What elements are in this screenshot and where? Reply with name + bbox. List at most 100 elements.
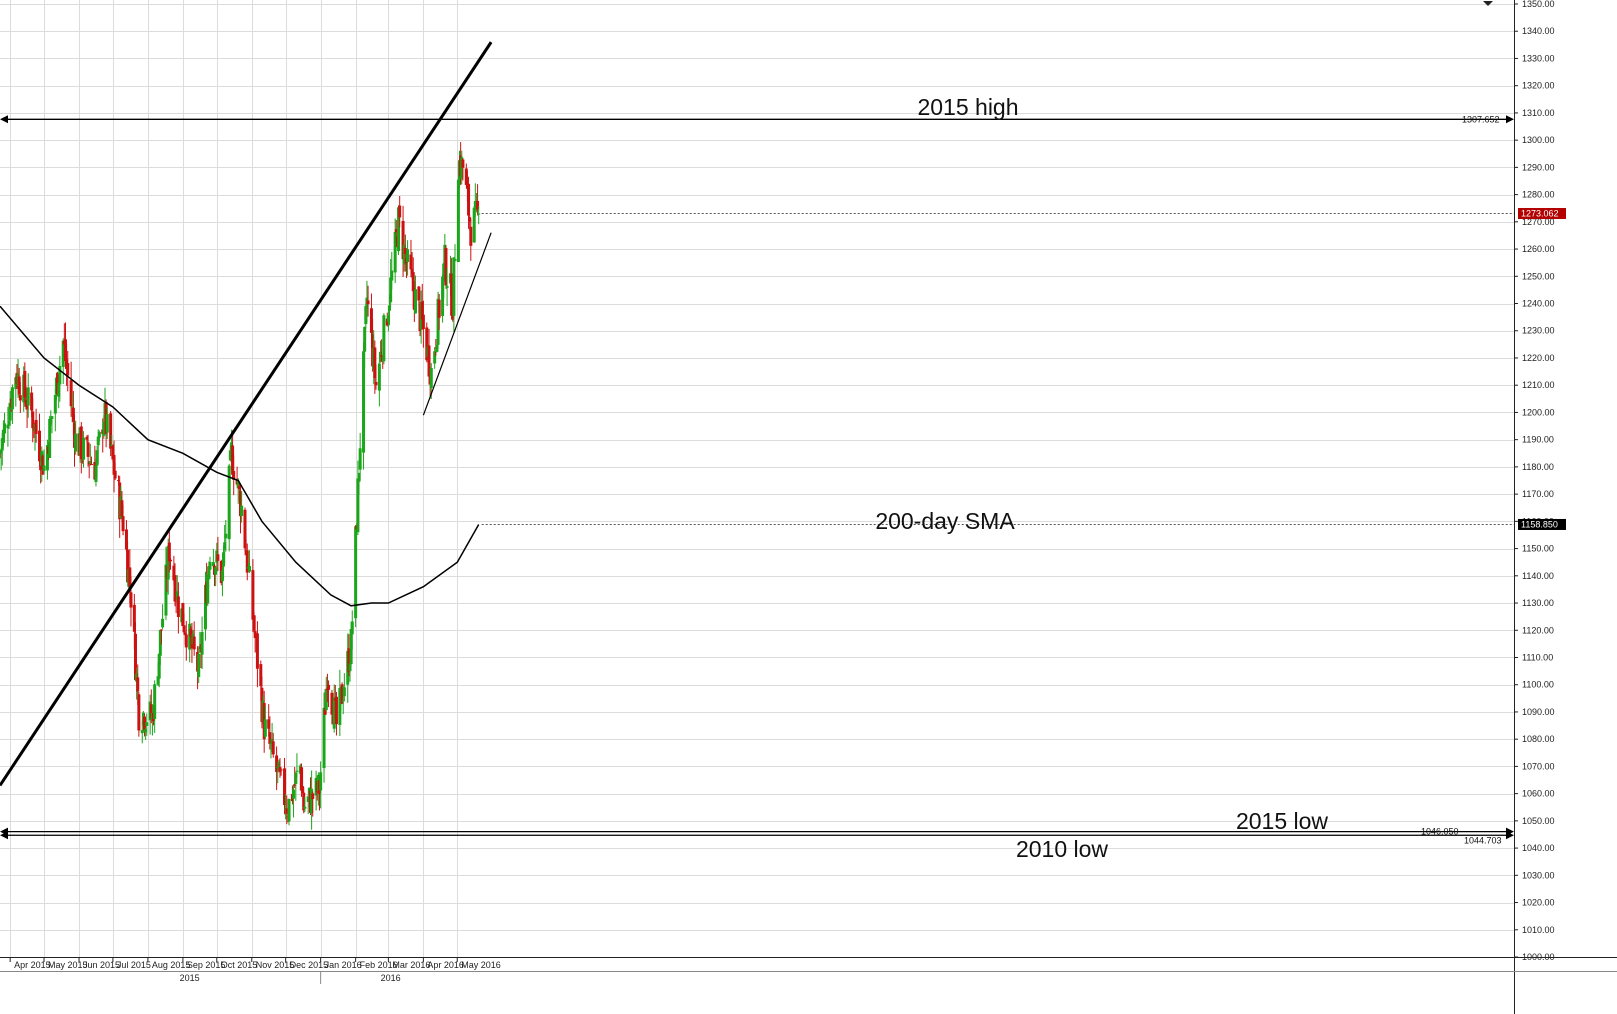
candle-body xyxy=(41,455,45,475)
candle-body xyxy=(382,315,386,362)
candle-body xyxy=(374,381,378,386)
candle-body xyxy=(25,403,29,410)
candle-body xyxy=(102,420,106,436)
candle-body xyxy=(50,416,54,419)
y-tick-label: 1270.00 xyxy=(1522,217,1555,227)
candle-body xyxy=(271,741,275,755)
candle-body xyxy=(10,387,14,410)
candle-body xyxy=(468,217,472,222)
menu-dropdown-icon[interactable] xyxy=(1483,1,1493,6)
candle-body xyxy=(380,355,384,357)
candle-body xyxy=(436,298,440,345)
candle-body xyxy=(58,366,62,385)
low-2010-level-label: 1044.703 xyxy=(1464,835,1502,845)
candle-body xyxy=(386,315,390,322)
price-tags: 1273.062 1158.850 1307.652 1046.050 1044… xyxy=(1421,114,1566,845)
candle-body xyxy=(88,460,92,464)
candle-body xyxy=(401,220,405,260)
candle-body xyxy=(373,347,377,378)
candle-body xyxy=(287,798,291,822)
y-tick-label: 1220.00 xyxy=(1522,353,1555,363)
candle-body xyxy=(357,472,361,482)
candle-body xyxy=(238,491,242,517)
level-2015-high-arrow-left xyxy=(0,115,8,124)
candle-body xyxy=(220,570,224,582)
candle-body xyxy=(311,793,315,800)
candle-body xyxy=(342,687,346,697)
y-tick-label: 1010.00 xyxy=(1522,925,1555,935)
sma-200-line xyxy=(0,305,480,607)
candle-body xyxy=(397,207,401,252)
candle-body xyxy=(237,486,241,490)
candle-body xyxy=(270,738,274,744)
candle-body xyxy=(159,629,163,631)
candle-body xyxy=(79,426,83,460)
candle-body xyxy=(227,465,231,540)
candle-body xyxy=(334,696,338,725)
y-tick-label: 1090.00 xyxy=(1522,707,1555,717)
candle-body xyxy=(476,200,480,210)
candle-body xyxy=(341,700,345,702)
x-tick-label: Dec 2015 xyxy=(290,960,329,970)
candle-body xyxy=(48,418,52,458)
candle-body xyxy=(406,249,410,262)
y-tick-label: 1100.00 xyxy=(1522,680,1554,690)
candle-body xyxy=(105,414,109,433)
candle-body xyxy=(34,419,38,434)
trendline-minor-support xyxy=(422,232,492,416)
candle-body xyxy=(268,732,272,744)
candle-body xyxy=(49,417,53,424)
candle-body xyxy=(74,433,78,452)
candle-body xyxy=(126,549,130,583)
svg-text:1273.062: 1273.062 xyxy=(1521,208,1559,218)
x-tick-label: Jan 2016 xyxy=(325,960,362,970)
candle-body xyxy=(409,254,413,270)
candle-body xyxy=(166,545,170,580)
candle-body xyxy=(94,465,98,482)
candle-body xyxy=(89,464,93,466)
candle-body xyxy=(410,268,414,274)
candle-body xyxy=(224,533,228,539)
candle-body xyxy=(96,436,100,446)
x-tick-label: Nov 2015 xyxy=(256,960,295,970)
candle-body xyxy=(26,387,30,406)
candle-body xyxy=(71,407,75,422)
candle-body xyxy=(251,570,255,620)
y-tick-label: 1330.00 xyxy=(1522,53,1555,63)
candle-body xyxy=(253,631,257,639)
candle-body xyxy=(292,789,296,799)
candle-body xyxy=(113,470,117,479)
candle-body xyxy=(464,168,468,185)
candle-body xyxy=(310,788,314,813)
candle-body xyxy=(109,413,113,449)
x-tick-label: Aug 2015 xyxy=(152,960,191,970)
candle-body xyxy=(66,363,70,376)
candle-body xyxy=(111,446,115,460)
candle-body xyxy=(223,542,227,550)
candle-body xyxy=(245,550,249,573)
y-tick-label: 1290.00 xyxy=(1522,162,1555,172)
candle-body xyxy=(6,424,10,429)
candle-body xyxy=(285,808,289,814)
svg-text:1158.850: 1158.850 xyxy=(1521,519,1558,529)
candle-body xyxy=(18,395,22,401)
candle-body xyxy=(263,719,267,737)
candle-body xyxy=(208,561,212,570)
high-level-label: 1307.652 xyxy=(1462,114,1500,124)
candle-body xyxy=(140,730,144,734)
candle-body xyxy=(172,565,176,581)
candle-body xyxy=(350,621,354,635)
candle-body xyxy=(124,529,128,550)
current-price-tag: 1273.062 xyxy=(1518,207,1566,219)
candle-body xyxy=(216,554,220,561)
annotation-2015-low: 2015 low xyxy=(1236,808,1328,834)
y-tick-label: 1060.00 xyxy=(1522,789,1555,799)
candle-body xyxy=(39,465,43,471)
candle-body xyxy=(173,575,177,602)
candle-body xyxy=(211,562,215,567)
candle-body xyxy=(232,470,236,480)
candle-body xyxy=(222,552,226,567)
x-tick-label: Oct 2015 xyxy=(221,960,258,970)
candle-body xyxy=(437,299,441,318)
